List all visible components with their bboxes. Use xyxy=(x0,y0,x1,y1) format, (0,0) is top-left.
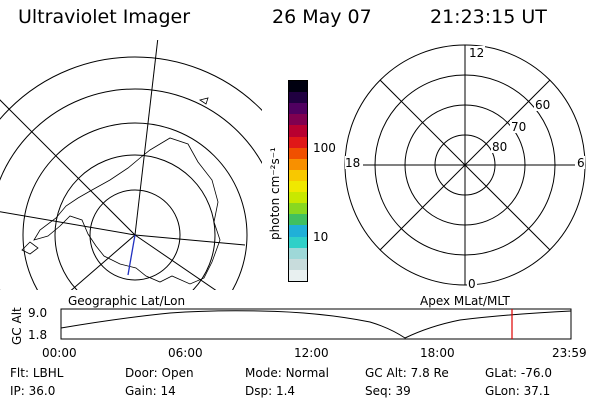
colorbar-unit-label: photon cm⁻²s⁻¹ xyxy=(268,147,282,240)
info-glon: GLon: 37.1 xyxy=(485,384,551,398)
latitude-circle xyxy=(22,122,248,290)
date-label: 26 May 07 xyxy=(272,6,372,28)
color-scale-band xyxy=(289,136,307,148)
color-scale-band xyxy=(289,236,307,248)
info-ip: IP: 36.0 xyxy=(10,384,56,398)
island-outline xyxy=(21,241,39,255)
color-scale-band xyxy=(289,247,307,259)
info-mode: Mode: Normal xyxy=(245,366,329,380)
mlt-label-6: 6 xyxy=(577,156,585,170)
altitude-ytick-bottom: 1.8 xyxy=(28,328,48,342)
mlat-label-60: 60 xyxy=(535,98,550,112)
info-door: Door: Open xyxy=(125,366,194,380)
color-scale-band xyxy=(289,192,307,204)
longitude-line xyxy=(134,234,217,290)
altitude-plot-frame xyxy=(60,308,572,340)
color-scale-band xyxy=(289,114,307,126)
color-scale-band xyxy=(289,147,307,159)
mlt-line xyxy=(379,79,551,251)
latitude-circle xyxy=(0,56,262,120)
antarctica-coastline xyxy=(33,137,221,285)
longitude-line xyxy=(0,211,136,236)
geographic-map xyxy=(0,40,262,290)
time-label: 21:23:15 UT xyxy=(430,6,547,28)
xtick-0000: 00:00 xyxy=(42,346,77,360)
longitude-line xyxy=(134,234,246,246)
mlt-label-18: 18 xyxy=(345,156,360,170)
color-scale xyxy=(288,80,308,282)
latitude-circle xyxy=(54,154,216,290)
info-seq: Seq: 39 xyxy=(365,384,411,398)
longitude-line xyxy=(70,234,136,290)
mlat-label-70: 70 xyxy=(511,120,526,134)
latitude-circle xyxy=(89,189,181,281)
longitude-line xyxy=(0,99,136,236)
altitude-ytick-top: 9.0 xyxy=(28,306,48,320)
colorbar-tick-100: 100 xyxy=(313,141,336,155)
instrument-title: Ultraviolet Imager xyxy=(18,6,191,28)
color-scale-band xyxy=(289,158,307,170)
island-outline xyxy=(199,97,209,105)
color-scale-band xyxy=(289,81,307,93)
mlat-label-80: 80 xyxy=(492,140,507,154)
info-flt: Flt: LBHL xyxy=(10,366,64,380)
xtick-0600: 06:00 xyxy=(168,346,203,360)
color-scale-band xyxy=(289,225,307,237)
color-scale-band xyxy=(289,125,307,137)
color-scale-band xyxy=(289,258,307,270)
longitude-line xyxy=(134,40,159,236)
left-panel-caption: Geographic Lat/Lon xyxy=(68,294,186,308)
color-scale-band xyxy=(289,181,307,193)
latitude-circle xyxy=(0,88,262,290)
mlt-label-0: 0 xyxy=(468,277,476,290)
altitude-curve xyxy=(60,310,572,339)
xtick-1800: 18:00 xyxy=(420,346,455,360)
colorbar-tick-10: 10 xyxy=(313,230,329,244)
color-scale-band xyxy=(289,169,307,182)
right-panel-caption: Apex MLat/MLT xyxy=(420,294,510,308)
altitude-axis-label: GC Alt xyxy=(10,307,24,345)
info-gc-alt: GC Alt: 7.8 Re xyxy=(365,366,449,380)
color-scale-band xyxy=(289,103,307,115)
color-scale-band xyxy=(289,269,307,281)
color-scale-band xyxy=(289,214,307,226)
info-glat: GLat: -76.0 xyxy=(485,366,552,380)
info-dsp: Dsp: 1.4 xyxy=(245,384,296,398)
altitude-plot xyxy=(60,308,572,340)
xtick-1200: 12:00 xyxy=(294,346,329,360)
magnetic-polar-plot: 12 18 6 0 60 70 80 xyxy=(344,44,586,290)
info-gain: Gain: 14 xyxy=(125,384,176,398)
track-line xyxy=(127,234,136,276)
xtick-2359: 23:59 xyxy=(552,346,587,360)
mlt-label-12: 12 xyxy=(469,46,484,60)
color-scale-band xyxy=(289,203,307,215)
color-scale-band xyxy=(289,92,307,104)
